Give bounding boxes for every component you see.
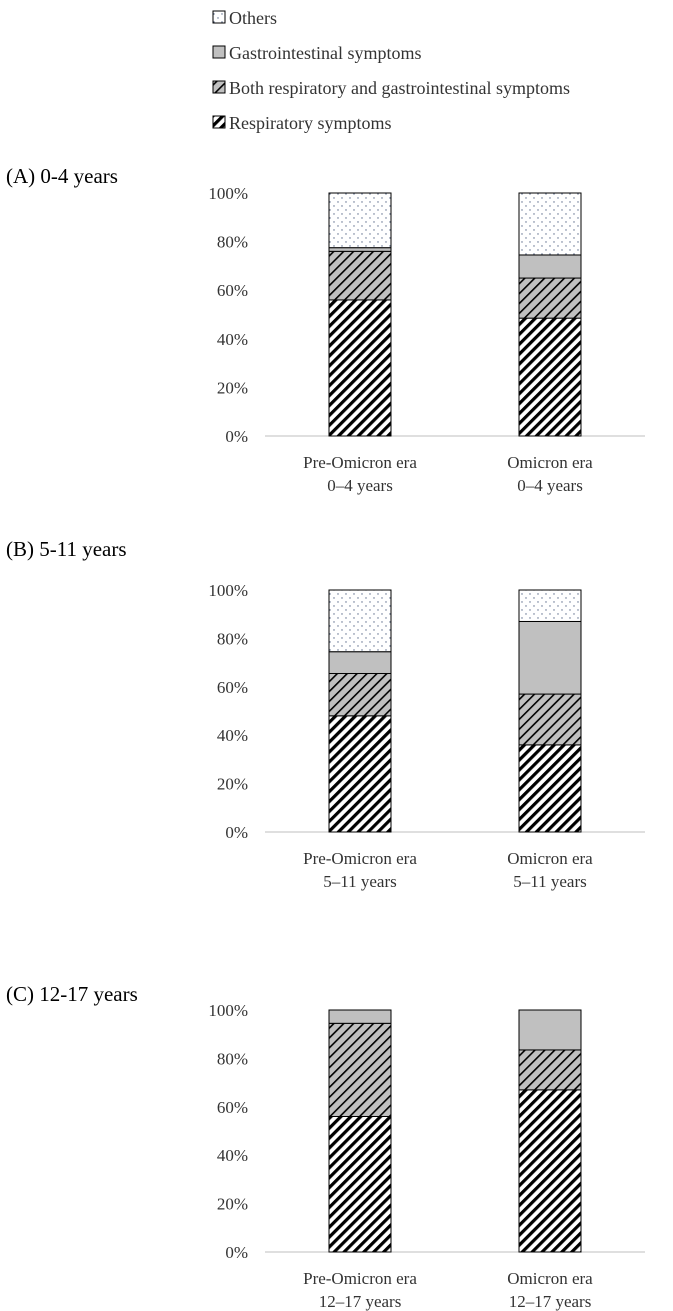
panel-b-axis: 0% 20% 40% 60% 80% 100%: [208, 581, 645, 842]
x-category-label-line2: 0–4 years: [517, 476, 583, 495]
bar-segment-gastrointestinal: [518, 254, 582, 279]
panel-b-bars: [328, 589, 582, 833]
x-category-label-line1: Omicron era: [507, 1269, 593, 1288]
y-tick-label: 20%: [217, 775, 248, 794]
bar-segment-both: [518, 1049, 582, 1091]
bar-segment-both: [328, 672, 392, 717]
legend-label-gastrointestinal: Gastrointestinal symptoms: [229, 43, 422, 63]
bar-segment-gastrointestinal: [328, 1009, 392, 1024]
bar-segment-respiratory: [518, 317, 582, 437]
legend-swatch-gastrointestinal: [212, 45, 226, 59]
x-category-label-line2: 5–11 years: [513, 872, 587, 891]
bar-segment-gastrointestinal: [328, 651, 392, 674]
y-tick-label: 80%: [217, 1049, 248, 1068]
y-tick-label: 40%: [217, 1146, 248, 1165]
y-tick-label: 20%: [217, 378, 248, 397]
bar-segment-both: [328, 1022, 392, 1117]
x-category-label-line1: Omicron era: [507, 453, 593, 472]
panel-b-title: (B) 5-11 years: [6, 537, 127, 561]
panel-c: (C) 12-17 years 0% 20% 40% 60% 80% 100% Pre-O…: [6, 982, 645, 1311]
y-tick-label: 60%: [217, 281, 248, 300]
y-tick-label: 60%: [217, 678, 248, 697]
bar-segment-respiratory: [518, 744, 582, 833]
bar-segment-respiratory: [328, 1115, 392, 1253]
legend-label-both: Both respiratory and gastrointestinal sy…: [229, 78, 570, 98]
bar-segment-both: [518, 277, 582, 319]
bar-segment-gastrointestinal: [328, 247, 392, 252]
y-tick-label: 100%: [208, 581, 248, 600]
bar-segment-others: [328, 589, 392, 653]
bar-segment-respiratory: [328, 299, 392, 437]
panel-c-title: (C) 12-17 years: [6, 982, 138, 1006]
legend-swatch-respiratory: [212, 115, 226, 129]
y-tick-label: 40%: [217, 330, 248, 349]
bar-segment-both: [328, 250, 392, 301]
y-tick-label: 40%: [217, 726, 248, 745]
panel-a-axis: 0% 20% 40% 60% 80% 100%: [208, 184, 645, 446]
x-category-label-line1: Omicron era: [507, 849, 593, 868]
panel-c-labels: Pre-Omicron era 12–17 years Omicron era 12–…: [303, 1269, 593, 1311]
panel-c-axis: 0% 20% 40% 60% 80% 100%: [208, 1001, 645, 1262]
legend-swatch-others: [212, 10, 226, 24]
legend-label-others: Others: [229, 8, 277, 28]
x-category-label-line2: 12–17 years: [509, 1292, 592, 1311]
panel-a-title: (A) 0-4 years: [6, 164, 118, 188]
legend: Others Gastrointestinal symptoms Both re…: [212, 8, 570, 133]
x-category-label-line1: Pre-Omicron era: [303, 1269, 417, 1288]
panel-a-bars: [328, 192, 582, 437]
bar-segment-gastrointestinal: [518, 1009, 582, 1051]
bar-segment-respiratory: [518, 1089, 582, 1253]
panel-b-labels: Pre-Omicron era 5–11 years Omicron era 5–11…: [303, 849, 593, 891]
bar-segment-gastrointestinal: [518, 620, 582, 695]
y-tick-label: 80%: [217, 629, 248, 648]
x-category-label-line2: 0–4 years: [327, 476, 393, 495]
y-tick-label: 0%: [225, 427, 248, 446]
panel-b: (B) 5-11 years 0% 20% 40% 60% 80% 100% Pre-Om…: [6, 537, 645, 891]
y-tick-label: 60%: [217, 1098, 248, 1117]
y-tick-label: 0%: [225, 1243, 248, 1262]
bar-segment-others: [518, 589, 582, 622]
bar-segment-both: [518, 693, 582, 746]
bar-segment-others: [518, 192, 582, 256]
x-category-label-line1: Pre-Omicron era: [303, 849, 417, 868]
y-tick-label: 100%: [208, 184, 248, 203]
y-tick-label: 100%: [208, 1001, 248, 1020]
y-tick-label: 80%: [217, 233, 248, 252]
x-category-label-line1: Pre-Omicron era: [303, 453, 417, 472]
legend-swatch-both: [212, 80, 226, 94]
legend-item-both: Both respiratory and gastrointestinal sy…: [212, 78, 570, 98]
y-tick-label: 20%: [217, 1195, 248, 1214]
legend-item-gastrointestinal: Gastrointestinal symptoms: [212, 43, 422, 63]
panel-c-bars: [328, 1009, 582, 1253]
legend-item-respiratory: Respiratory symptoms: [212, 113, 392, 133]
y-tick-label: 0%: [225, 823, 248, 842]
panel-a: (A) 0-4 years 0% 20% 40% 60% 80% 100% Pre-Omi…: [6, 164, 645, 495]
bar-segment-others: [328, 192, 392, 249]
legend-item-others: Others: [212, 8, 277, 28]
legend-label-respiratory: Respiratory symptoms: [229, 113, 392, 133]
panel-a-labels: Pre-Omicron era 0–4 years Omicron era 0–4 y…: [303, 453, 593, 495]
bar-segment-respiratory: [328, 715, 392, 833]
x-category-label-line2: 12–17 years: [319, 1292, 402, 1311]
x-category-label-line2: 5–11 years: [323, 872, 397, 891]
